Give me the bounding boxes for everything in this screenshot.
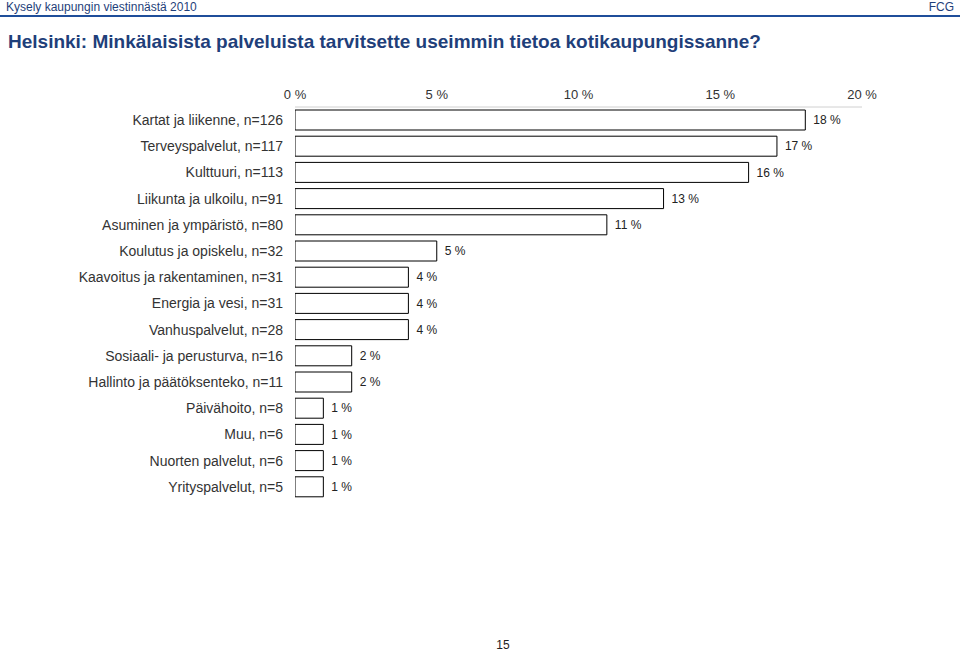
svg-text:Vanhuspalvelut, n=28: Vanhuspalvelut, n=28 — [149, 322, 283, 338]
svg-text:Päivähoito, n=8: Päivähoito, n=8 — [186, 400, 283, 416]
svg-text:Yrityspalvelut, n=5: Yrityspalvelut, n=5 — [168, 479, 283, 495]
html-text:FCG: FCG — [928, 0, 954, 14]
svg-text:1 %: 1 % — [331, 428, 352, 442]
svg-text:17 %: 17 % — [785, 139, 813, 153]
svg-text:5 %: 5 % — [445, 244, 466, 258]
html-text:15: 15 — [496, 638, 510, 652]
svg-text:Nuorten palvelut, n=6: Nuorten palvelut, n=6 — [150, 453, 284, 469]
svg-text:Kulttuuri, n=113: Kulttuuri, n=113 — [186, 164, 284, 180]
svg-text:1 %: 1 % — [331, 454, 352, 468]
svg-text:4 %: 4 % — [416, 297, 437, 311]
svg-text:Asuminen ja ympäristö, n=80: Asuminen ja ympäristö, n=80 — [102, 217, 283, 233]
svg-text:4 %: 4 % — [416, 270, 437, 284]
svg-text:1 %: 1 % — [331, 480, 352, 494]
svg-text:5 %: 5 % — [426, 87, 449, 102]
svg-text:2 %: 2 % — [360, 349, 381, 363]
html-text:Kysely kaupungin viestinnästä: Kysely kaupungin viestinnästä 2010 — [6, 0, 197, 14]
svg-text:Terveyspalvelut, n=117: Terveyspalvelut, n=117 — [140, 138, 283, 154]
svg-text:Energia ja vesi, n=31: Energia ja vesi, n=31 — [152, 295, 283, 311]
svg-text:2 %: 2 % — [360, 375, 381, 389]
svg-text:Koulutus ja opiskelu, n=32: Koulutus ja opiskelu, n=32 — [119, 243, 283, 259]
svg-text:Sosiaali- ja perusturva, n=16: Sosiaali- ja perusturva, n=16 — [105, 348, 283, 364]
svg-text:Kaavoitus ja rakentaminen, n=3: Kaavoitus ja rakentaminen, n=31 — [79, 269, 284, 285]
svg-text:20 %: 20 % — [847, 87, 877, 102]
svg-text:13 %: 13 % — [672, 192, 700, 206]
html-text:Helsinki: Minkälaisista palvel: Helsinki: Minkälaisista palveluista tarv… — [8, 31, 761, 52]
svg-text:16 %: 16 % — [757, 166, 785, 180]
svg-text:11 %: 11 % — [615, 218, 642, 232]
svg-text:Hallinto ja päätöksenteko, n=1: Hallinto ja päätöksenteko, n=11 — [88, 374, 283, 390]
svg-text:10 %: 10 % — [564, 87, 594, 102]
svg-text:Muu, n=6: Muu, n=6 — [224, 426, 283, 442]
svg-text:Liikunta ja ulkoilu, n=91: Liikunta ja ulkoilu, n=91 — [137, 191, 283, 207]
svg-text:1 %: 1 % — [331, 401, 352, 415]
svg-text:18 %: 18 % — [813, 113, 841, 127]
svg-text:4 %: 4 % — [416, 323, 437, 337]
svg-text:15 %: 15 % — [705, 87, 735, 102]
svg-text:Kartat ja liikenne, n=126: Kartat ja liikenne, n=126 — [132, 112, 283, 128]
svg-text:0 %: 0 % — [284, 87, 307, 102]
